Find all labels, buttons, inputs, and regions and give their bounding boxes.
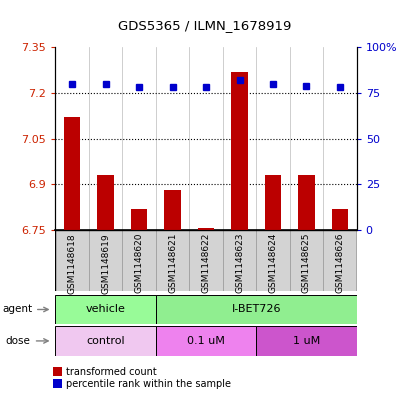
Bar (55, 326, 155, 356)
Bar (189, 230, 222, 291)
Bar (289, 230, 322, 291)
Text: percentile rank within the sample: percentile rank within the sample (65, 378, 230, 389)
Text: agent: agent (2, 305, 32, 314)
Text: 1 uM: 1 uM (292, 336, 319, 346)
Bar (55, 295, 155, 324)
Bar (197, 228, 214, 230)
Text: transformed count: transformed count (65, 367, 156, 377)
Text: GSM1148622: GSM1148622 (201, 233, 210, 293)
Text: vehicle: vehicle (85, 305, 125, 314)
Bar (89, 230, 122, 291)
Text: GDS5365 / ILMN_1678919: GDS5365 / ILMN_1678919 (118, 19, 291, 32)
Bar (264, 175, 281, 230)
Bar (164, 190, 180, 230)
Text: GSM1148621: GSM1148621 (168, 233, 177, 294)
Bar (222, 230, 256, 291)
Text: GSM1148618: GSM1148618 (67, 233, 76, 294)
Bar (331, 209, 348, 230)
Bar (63, 117, 80, 230)
Text: GSM1148625: GSM1148625 (301, 233, 310, 294)
Text: GSM1148623: GSM1148623 (234, 233, 243, 294)
Bar (231, 72, 247, 230)
Text: GSM1148626: GSM1148626 (335, 233, 344, 294)
Bar (256, 230, 289, 291)
Bar (155, 295, 356, 324)
Bar (256, 326, 356, 356)
Text: GSM1148620: GSM1148620 (134, 233, 143, 294)
Text: GSM1148619: GSM1148619 (101, 233, 110, 294)
Bar (322, 230, 356, 291)
Bar (297, 175, 314, 230)
Bar (155, 230, 189, 291)
Bar (97, 175, 114, 230)
Text: I-BET726: I-BET726 (231, 305, 280, 314)
Bar (155, 326, 256, 356)
Text: control: control (86, 336, 125, 346)
Bar (130, 209, 147, 230)
Text: GSM1148624: GSM1148624 (268, 233, 277, 293)
Text: dose: dose (5, 336, 30, 346)
Bar (55, 230, 89, 291)
Text: 0.1 uM: 0.1 uM (187, 336, 225, 346)
Bar (122, 230, 155, 291)
